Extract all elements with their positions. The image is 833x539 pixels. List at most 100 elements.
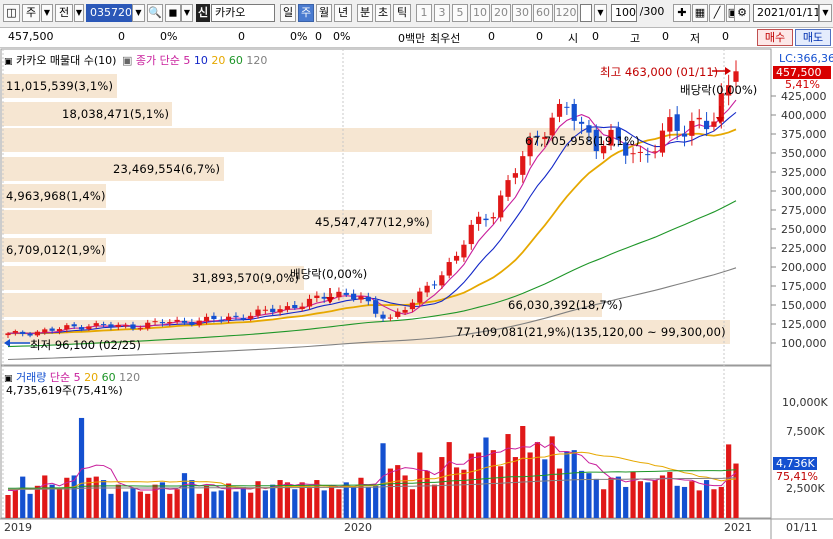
date-dropdown-icon[interactable]: ▼ xyxy=(819,4,832,22)
volume-bar xyxy=(439,457,445,518)
chart-canvas[interactable] xyxy=(0,48,833,539)
period-second[interactable]: 초 xyxy=(375,4,391,22)
volume-bar xyxy=(218,490,224,518)
priority-bid: 0 xyxy=(536,30,543,43)
volume-bar xyxy=(71,475,77,518)
split-view-icon[interactable]: ▦ xyxy=(692,4,708,22)
volume-bar xyxy=(498,466,504,518)
prev-dropdown-icon[interactable]: ▼ xyxy=(74,4,84,22)
volume-bar xyxy=(578,470,585,518)
legend-menu-icon-2[interactable]: ▣ xyxy=(121,54,133,67)
price-legend: ▣ 카카오 매물대 수(10) ▣ 종가 단순 5 10 20 60 120 xyxy=(4,52,267,68)
prev-button[interactable]: 전 xyxy=(55,4,73,22)
volume-bar xyxy=(556,468,563,518)
candle xyxy=(630,147,636,164)
interval-120[interactable]: 120 xyxy=(554,4,578,22)
volume-bar xyxy=(461,469,467,518)
kind-dropdown-icon[interactable]: ▼ xyxy=(41,4,53,22)
candle xyxy=(681,125,688,147)
interval-20[interactable]: 20 xyxy=(491,4,511,22)
interval-dropdown-icon[interactable]: ▼ xyxy=(594,4,607,22)
candle xyxy=(145,319,151,331)
stock-code-input[interactable]: 035720 xyxy=(86,4,132,22)
period-year[interactable]: 년 xyxy=(334,4,352,22)
volume-bar xyxy=(659,475,666,518)
interval-1[interactable]: 1 xyxy=(416,4,432,22)
buy-button[interactable]: 매수 xyxy=(757,29,793,46)
volume-ma60-polyline xyxy=(7,469,737,489)
search-icon[interactable]: 🔍 xyxy=(147,4,163,22)
volume-bar xyxy=(203,485,210,518)
volume-ma-label: 단순 xyxy=(49,371,71,384)
candle xyxy=(306,294,313,310)
interval-10[interactable]: 10 xyxy=(470,4,490,22)
value-3: 0 xyxy=(238,30,245,43)
volume-bar xyxy=(130,488,136,518)
volume-bar xyxy=(277,480,283,518)
period-minute[interactable]: 분 xyxy=(357,4,373,22)
current-price-axis: 457,500 xyxy=(776,66,822,79)
custom-interval-input[interactable] xyxy=(580,4,592,22)
diagonal-tool-icon[interactable]: ╱ xyxy=(709,4,725,22)
chart-area[interactable]: ▣ 카카오 매물대 수(10) ▣ 종가 단순 5 10 20 60 120 1… xyxy=(0,48,833,539)
high-annotation: 최고 463,000 (01/11) xyxy=(600,65,719,79)
screen-menu-icon[interactable]: ◫ xyxy=(3,4,20,22)
period-day[interactable]: 일 xyxy=(280,4,296,22)
kind-select[interactable]: 주 xyxy=(22,4,40,22)
interval-5[interactable]: 5 xyxy=(452,4,468,22)
drawing-tool-icon[interactable]: ✚ xyxy=(673,4,691,22)
volume-bar xyxy=(542,459,548,518)
code-dropdown-icon[interactable]: ▼ xyxy=(132,4,145,22)
volume-bar xyxy=(637,481,644,518)
date-input[interactable]: 2021/01/11 xyxy=(753,4,819,22)
value-5: 0 xyxy=(315,30,322,43)
volume-profile-bar xyxy=(2,128,602,152)
interval-30[interactable]: 30 xyxy=(512,4,532,22)
gear-icon[interactable]: ⚙ xyxy=(734,4,750,22)
current-volume-marker xyxy=(773,457,817,470)
dividend-arrow-2021 xyxy=(716,106,724,124)
volume-bar xyxy=(534,442,541,518)
price-tick: 350,000 xyxy=(781,147,827,160)
ma20-polyline xyxy=(7,128,737,335)
candle xyxy=(446,257,452,279)
candle xyxy=(159,319,166,327)
speaker-dropdown-icon[interactable]: ▼ xyxy=(181,4,193,22)
cursor-date: 01/11 xyxy=(786,521,818,534)
period-month[interactable]: 월 xyxy=(316,4,332,22)
volume-bar xyxy=(645,482,651,518)
candle xyxy=(512,168,518,185)
interval-3[interactable]: 3 xyxy=(434,4,450,22)
volume-bar xyxy=(453,467,460,518)
candle xyxy=(652,144,658,159)
period-week[interactable]: 주 xyxy=(298,4,314,22)
candle xyxy=(189,318,195,327)
ma60-polyline xyxy=(7,200,737,348)
candle xyxy=(490,212,496,225)
candle xyxy=(696,109,702,129)
volume-menu-icon[interactable]: ▣ xyxy=(4,374,13,384)
period-tick[interactable]: 틱 xyxy=(393,4,411,22)
price-tick: 400,000 xyxy=(781,109,827,122)
volume-profile-label: 66,030,392(18,7%) xyxy=(508,298,623,312)
volume-ma5-polyline xyxy=(7,441,737,492)
volume-bar xyxy=(564,451,570,518)
price-tick: 325,000 xyxy=(781,166,827,179)
speaker-icon[interactable]: ◼ xyxy=(165,4,181,22)
legend-menu-icon[interactable]: ▣ xyxy=(4,57,13,67)
volume-profile-label: 4,963,968(1,4%) xyxy=(6,189,106,203)
volume-profile-bar xyxy=(2,102,172,126)
count-input[interactable]: 100 xyxy=(611,4,637,22)
volume-bar xyxy=(409,489,416,518)
volume-ma120-legend: 120 xyxy=(119,371,141,384)
candle xyxy=(711,112,717,132)
volume-bar xyxy=(483,437,489,518)
price-tick: 100,000 xyxy=(781,337,827,350)
sell-button[interactable]: 매도 xyxy=(795,29,831,46)
ma5-polyline xyxy=(7,99,737,334)
candle xyxy=(255,305,261,319)
interval-60[interactable]: 60 xyxy=(533,4,553,22)
volume-profile-label: 23,469,554(6,7%) xyxy=(113,162,221,176)
stock-name-field[interactable]: 카카오 xyxy=(211,4,275,22)
volume-bar xyxy=(623,486,629,518)
